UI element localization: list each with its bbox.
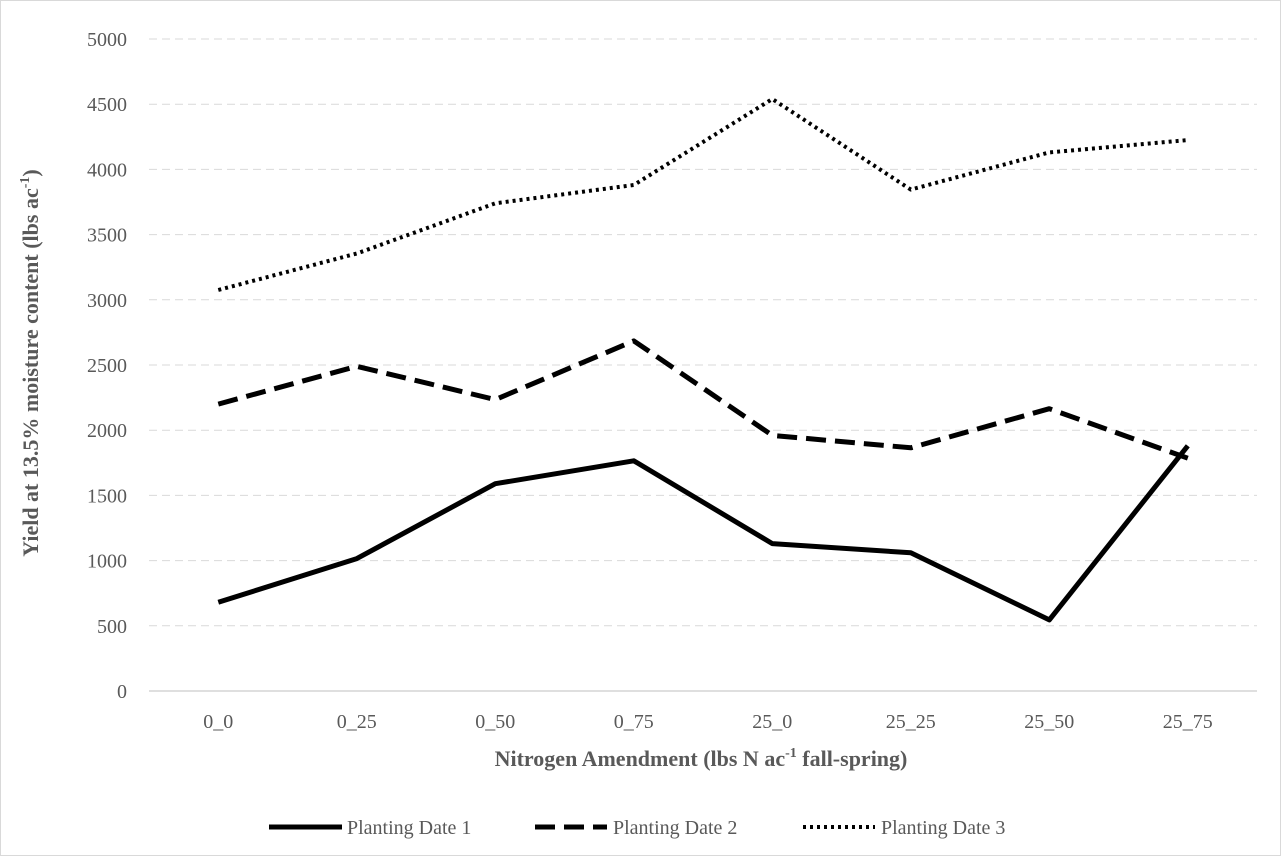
x-tick-label: 25_75 [1163, 711, 1213, 733]
x-tick-label: 25_0 [752, 711, 792, 733]
y-tick-label: 3500 [87, 225, 127, 247]
x-tick-label: 25_25 [886, 711, 936, 733]
y-tick-label: 500 [97, 616, 127, 638]
gridlines [149, 39, 1257, 626]
axes: 0 500 1000 1500 2000 2500 3000 3500 4000 4500 5000… [87, 29, 1257, 733]
series-line-planting-date-1 [218, 446, 1188, 620]
legend-label: Planting Date 1 [347, 817, 471, 839]
legend-label: Planting Date 2 [613, 817, 737, 839]
legend-item-planting-date-1: Planting Date 1 [269, 817, 471, 839]
legend-label: Planting Date 3 [881, 817, 1005, 839]
x-tick-label: 25_50 [1024, 711, 1074, 733]
x-tick-label: 0_0 [203, 711, 233, 733]
y-tick-label: 3000 [87, 290, 127, 312]
legend: Planting Date 1 Planting Date 2 Planting… [269, 817, 1005, 839]
y-tick-label: 1500 [87, 485, 127, 507]
y-tick-label: 2000 [87, 420, 127, 442]
data-series [218, 99, 1188, 620]
x-tick-label: 0_25 [337, 711, 377, 733]
x-tick-label: 0_50 [475, 711, 515, 733]
legend-item-planting-date-3: Planting Date 3 [803, 817, 1005, 839]
legend-item-planting-date-2: Planting Date 2 [535, 817, 737, 839]
x-tick-label: 0_75 [614, 711, 654, 733]
y-tick-label: 4500 [87, 94, 127, 116]
series-line-planting-date-2 [218, 341, 1188, 458]
y-axis-title: Yield at 13.5% moisture content (lbs ac-… [18, 169, 43, 556]
y-tick-label: 4000 [87, 159, 127, 181]
y-tick-label: 2500 [87, 355, 127, 377]
y-tick-label: 5000 [87, 29, 127, 51]
y-tick-label: 1000 [87, 551, 127, 573]
x-axis-title: Nitrogen Amendment (lbs N ac-1 fall-spri… [495, 746, 908, 771]
y-tick-label: 0 [117, 681, 127, 703]
series-line-planting-date-3 [218, 99, 1188, 290]
